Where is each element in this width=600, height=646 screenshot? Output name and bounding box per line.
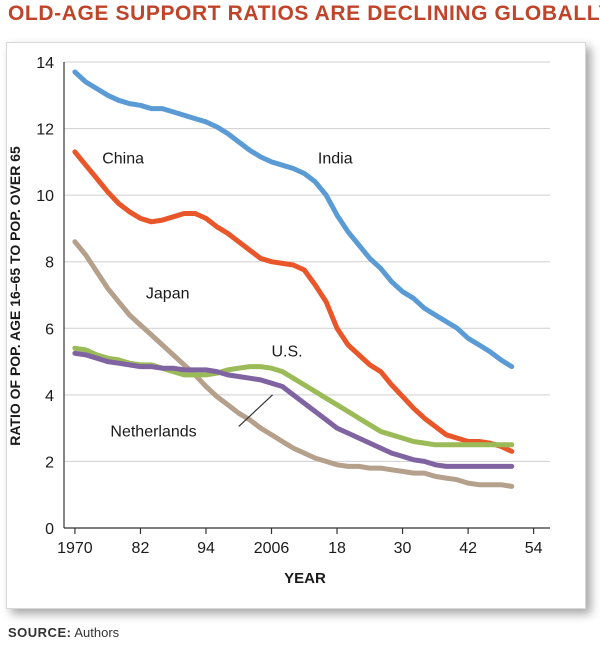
y-tick-label: 6: [45, 321, 54, 338]
x-tick-label: 54: [525, 540, 543, 557]
chart-title: OLD-AGE SUPPORT RATIOS ARE DECLINING GLO…: [8, 2, 600, 25]
series-label-india: India: [318, 151, 353, 168]
y-axis-label: RATIO OF POP. AGE 16–65 TO POP. OVER 65: [7, 146, 23, 446]
x-tick-label: 2006: [254, 540, 290, 557]
x-tick-label: 94: [197, 540, 215, 557]
y-tick-label: 8: [45, 255, 54, 272]
series-lines: [72, 69, 515, 489]
series-line-netherlands: [72, 350, 515, 469]
y-tick-label: 2: [45, 454, 54, 471]
annotation-pointer: [238, 394, 274, 427]
source-text: Authors: [74, 625, 120, 640]
x-tick-label: 82: [132, 540, 150, 557]
source-label: SOURCE:: [8, 625, 72, 640]
y-tick-label: 4: [45, 388, 54, 405]
axes: [63, 62, 550, 534]
y-tick-label: 0: [45, 521, 54, 538]
x-tick-label: 1970: [57, 540, 93, 557]
y-tick-label: 14: [36, 55, 54, 72]
y-tick-label: 12: [36, 122, 54, 139]
series-line-india: [72, 69, 515, 370]
tick-labels: 0 2 4 6 8 10 12 14 1970 82 94 2006 18 30 42 54: [36, 55, 542, 557]
chart-panel: [6, 42, 586, 609]
series-line-china: [72, 149, 515, 454]
series-label-china: China: [102, 151, 144, 168]
y-tick-label: 10: [36, 188, 54, 205]
x-tick-label: 42: [459, 540, 477, 557]
x-tick-label: 30: [394, 540, 412, 557]
grid-lines: [64, 61, 550, 462]
x-tick-label: 18: [328, 540, 346, 557]
series-label-u-s: U.S.: [272, 344, 303, 361]
source-note: SOURCE: Authors: [8, 625, 119, 640]
series-label-japan: Japan: [146, 285, 190, 302]
series-line-japan: [72, 239, 515, 489]
series-labels: India China Japan U.S. Netherlands: [102, 151, 352, 441]
series-label-netherlands: Netherlands: [110, 423, 196, 440]
x-axis-label: YEAR: [284, 570, 326, 587]
